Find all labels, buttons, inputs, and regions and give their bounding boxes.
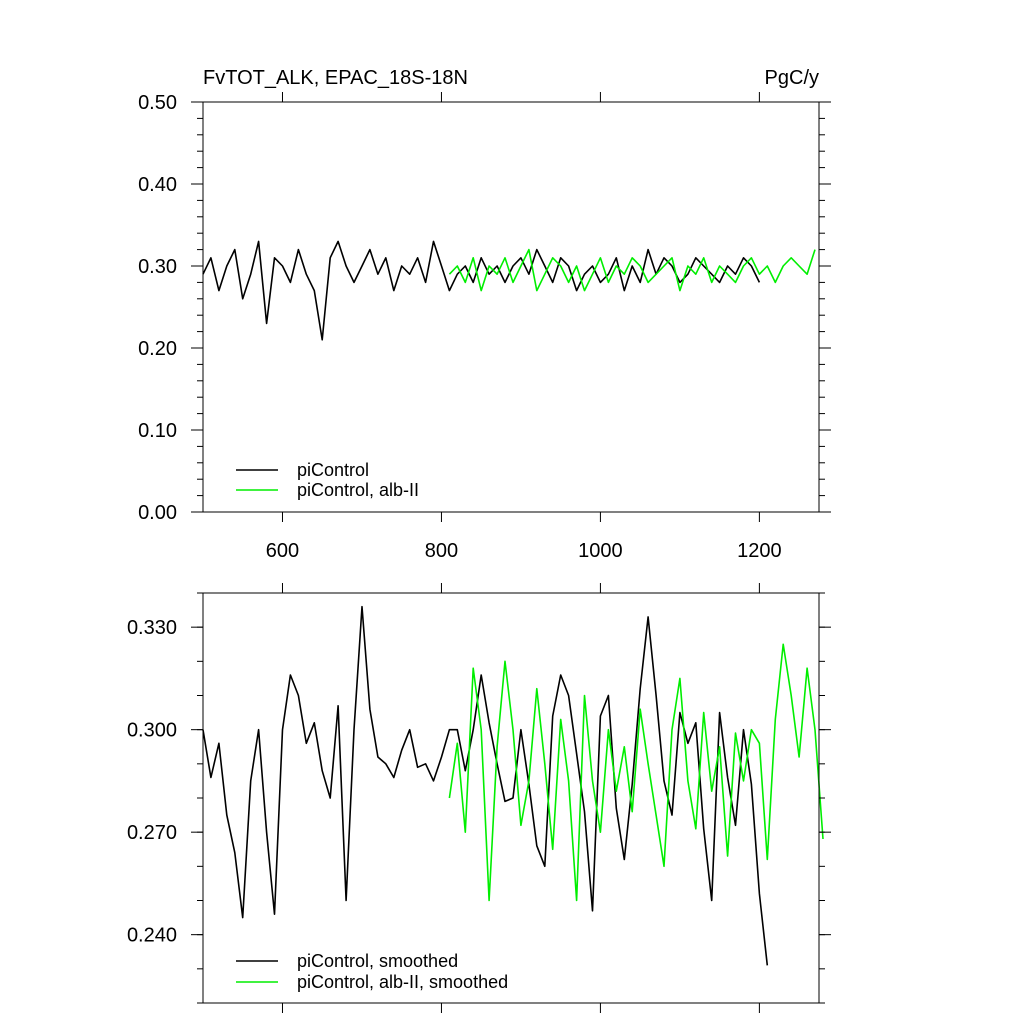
legend-label-alb-ii: piControl, alb-II <box>297 480 419 500</box>
legend-label-picontrol: piControl <box>297 460 369 480</box>
top-x-tick-label: 600 <box>266 540 299 562</box>
top-y-tick-label: 0.20 <box>138 338 177 360</box>
top-x-tick-label: 800 <box>425 540 458 562</box>
top-y-tick-label: 0.30 <box>138 256 177 278</box>
top-panel: FvTOT_ALK, EPAC_18S-18N PgC/y 0.000.100.… <box>138 67 831 562</box>
bottom-series-line-picontrol <box>202 605 769 966</box>
bottom-series-group <box>202 605 824 966</box>
bottom-y-tick-label: 0.240 <box>127 925 177 947</box>
top-x-tick-label: 1200 <box>737 540 782 562</box>
top-y-tick-label: 0.10 <box>138 420 177 442</box>
top-x-tick-label: 1000 <box>578 540 623 562</box>
legend-label-picontrol-smoothed: piControl, smoothed <box>297 951 458 971</box>
bottom-series-line-alb-ii <box>448 643 824 902</box>
units-label: PgC/y <box>765 67 819 89</box>
top-series-line-alb-ii <box>448 248 816 292</box>
top-series-group <box>202 240 816 341</box>
top-axes: 0.00 0.10 0.20 0.30 0.40 0.50 600 800 1000 1200 <box>138 92 831 562</box>
top-plot-frame <box>202 101 820 513</box>
bottom-y-tick-label: 0.300 <box>127 720 177 742</box>
legend-label-alb-ii-smoothed: piControl, alb-II, smoothed <box>297 972 508 992</box>
top-y-tick-label: 0.40 <box>138 174 177 196</box>
bottom-panel: 0.240 0.270 0.300 0.330 piControl, smoothed… <box>127 583 831 1013</box>
top-y-tick-label: 0.50 <box>138 92 177 114</box>
top-series-line-picontrol <box>202 240 761 341</box>
bottom-axes: 0.240 0.270 0.300 0.330 <box>127 583 831 1013</box>
top-y-tick-label: 0.00 <box>138 502 177 524</box>
chart-title: FvTOT_ALK, EPAC_18S-18N <box>203 67 468 89</box>
bottom-y-tick-label: 0.330 <box>127 617 177 639</box>
bottom-legend: piControl, smoothed piControl, alb-II, s… <box>236 951 508 992</box>
bottom-y-tick-label: 0.270 <box>127 822 177 844</box>
top-legend: piControl piControl, alb-II <box>236 460 419 500</box>
